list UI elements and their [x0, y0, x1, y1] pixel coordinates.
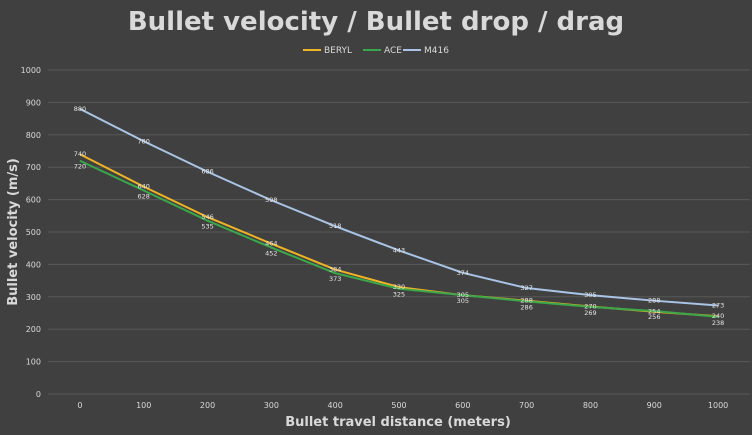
x-axis-ticks: 0 100 200 300 400 500 600 700 800 900 1000 — [77, 401, 728, 410]
data-label-beryl-0: 740 — [74, 150, 86, 158]
data-label-beryl-100: 640 — [138, 183, 150, 191]
x-tick-label-600: 600 — [455, 401, 470, 410]
data-label-m416-1000: 273 — [712, 302, 724, 310]
legend: BERYL ACE M416 — [303, 46, 449, 56]
x-tick-label-500: 500 — [391, 401, 406, 410]
x-tick-label-300: 300 — [264, 401, 279, 410]
data-label-beryl-1000: 240 — [712, 312, 724, 320]
data-label-beryl-500: 330 — [393, 283, 405, 291]
data-label-beryl-300: 464 — [265, 240, 277, 248]
gridlines — [48, 69, 750, 395]
data-label-beryl-400: 384 — [329, 266, 341, 274]
data-label-m416-900: 288 — [648, 297, 660, 305]
y-tick-label-200: 200 — [26, 325, 41, 334]
legend-label-ace: ACE — [384, 46, 402, 56]
x-tick-label-1000: 1000 — [708, 401, 728, 410]
data-label-m416-0: 880 — [74, 105, 86, 113]
data-label-ace-700: 286 — [520, 303, 532, 311]
data-label-ace-800: 269 — [584, 309, 596, 317]
y-axis-title: Bullet velocity (m/s) — [6, 158, 21, 306]
data-label-beryl-600: 305 — [457, 291, 469, 299]
data-labels: 740 640 546 464 384 330 305 288 270 254 240 720 628 5… — [74, 105, 725, 327]
x-axis-title: Bullet travel distance (meters) — [285, 415, 511, 430]
data-label-m416-200: 686 — [201, 168, 213, 176]
y-tick-label-600: 600 — [26, 196, 41, 205]
data-label-m416-700: 327 — [520, 284, 532, 292]
data-label-ace-0: 720 — [74, 163, 86, 171]
data-label-beryl-200: 546 — [201, 213, 213, 221]
y-tick-label-100: 100 — [26, 358, 41, 367]
x-tick-label-900: 900 — [647, 401, 662, 410]
y-tick-label-0: 0 — [36, 390, 41, 399]
data-label-m416-100: 780 — [138, 137, 150, 145]
data-label-ace-300: 452 — [265, 250, 277, 258]
x-tick-label-0: 0 — [77, 401, 82, 410]
y-tick-label-700: 700 — [26, 163, 41, 172]
x-tick-label-100: 100 — [136, 401, 151, 410]
y-tick-label-800: 800 — [26, 131, 41, 140]
series-line-ace — [79, 159, 719, 318]
y-tick-label-900: 900 — [26, 98, 41, 107]
data-label-ace-900: 256 — [648, 313, 660, 321]
data-label-beryl-700: 288 — [520, 297, 532, 305]
y-tick-label-1000: 1000 — [21, 66, 41, 75]
data-label-m416-400: 518 — [329, 222, 341, 230]
data-label-ace-1000: 238 — [712, 319, 724, 327]
y-tick-label-400: 400 — [26, 260, 41, 269]
x-tick-label-800: 800 — [583, 401, 598, 410]
data-label-m416-500: 443 — [393, 246, 405, 254]
y-tick-label-300: 300 — [26, 293, 41, 302]
series-lines — [79, 107, 719, 318]
data-label-ace-200: 535 — [201, 223, 213, 231]
data-label-m416-600: 374 — [457, 269, 469, 277]
x-tick-label-200: 200 — [200, 401, 215, 410]
data-label-beryl-800: 270 — [584, 303, 596, 311]
x-tick-label-700: 700 — [519, 401, 534, 410]
data-label-m416-800: 305 — [584, 291, 596, 299]
data-label-beryl-900: 254 — [648, 308, 660, 316]
data-label-ace-100: 628 — [138, 193, 150, 201]
chart-title: Bullet velocity / Bullet drop / drag — [128, 7, 624, 37]
y-axis-ticks: 0 100 200 300 400 500 600 700 800 900 1000 — [21, 66, 41, 399]
legend-label-beryl: BERYL — [324, 46, 352, 56]
data-label-ace-400: 373 — [329, 275, 341, 283]
legend-label-m416: M416 — [424, 46, 449, 56]
data-label-ace-500: 325 — [393, 291, 405, 299]
series-line-m416 — [79, 107, 719, 307]
data-label-ace-600: 305 — [457, 297, 469, 305]
y-tick-label-500: 500 — [26, 228, 41, 237]
data-label-m416-300: 598 — [265, 196, 277, 204]
x-tick-label-400: 400 — [328, 401, 343, 410]
